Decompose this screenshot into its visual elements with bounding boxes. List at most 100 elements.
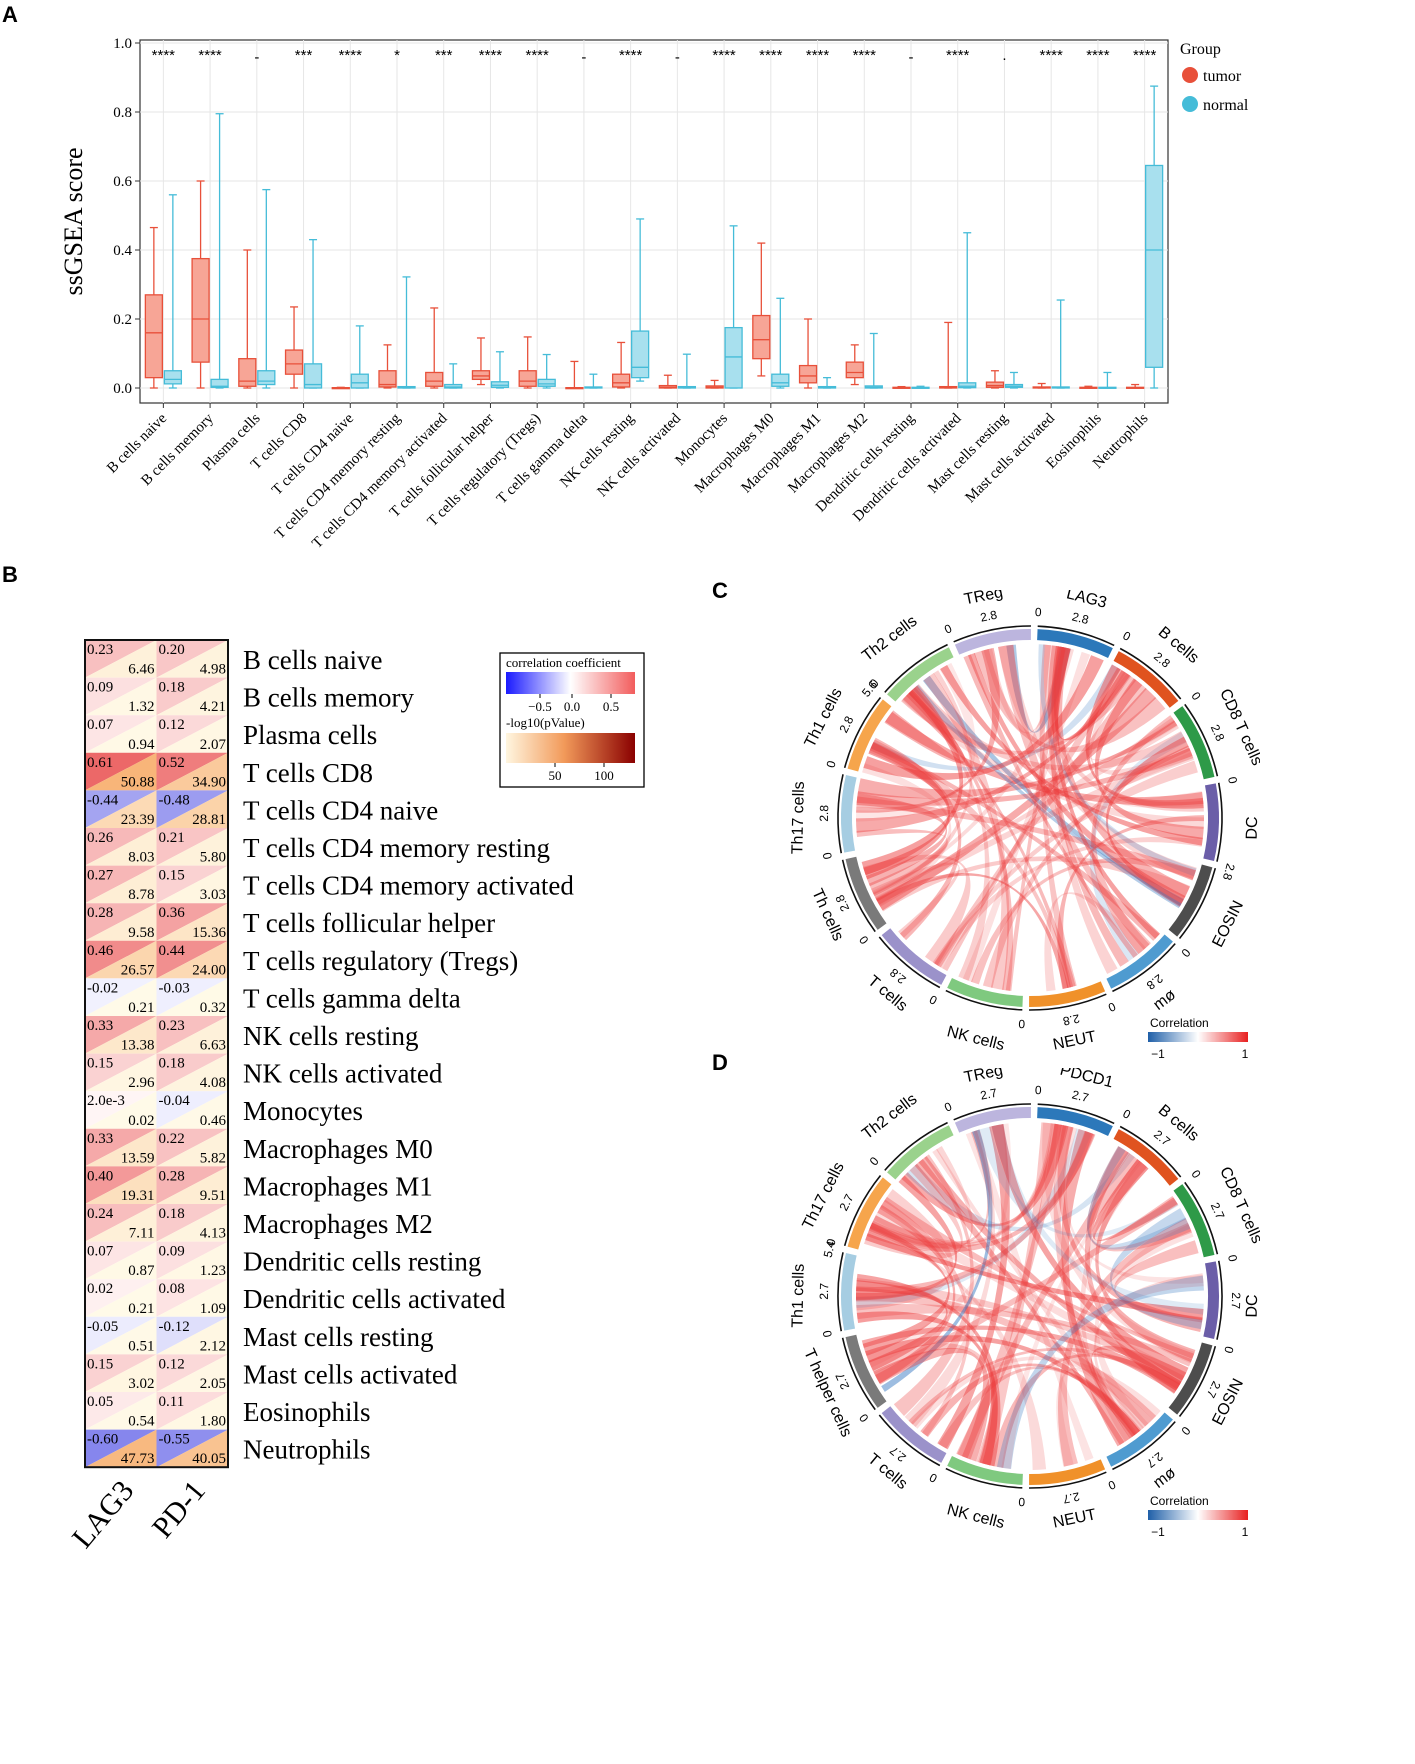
chord-link-positive — [1044, 892, 1146, 992]
chord-link-positive — [856, 1311, 998, 1466]
chord-segment — [1037, 1107, 1113, 1137]
significance-label: **** — [806, 47, 830, 64]
chord-link-positive — [1095, 1160, 1196, 1363]
heatmap-pvalue: 26.57 — [121, 962, 155, 978]
chord-link-positive — [910, 1356, 1161, 1429]
chord-axis — [837, 1252, 844, 1332]
chord-link-positive — [869, 737, 962, 941]
chord-tick-label: 0 — [1225, 776, 1240, 785]
heatmap-pvalue: 0.51 — [128, 1338, 154, 1354]
heatmap-cell-pvalue — [156, 1091, 228, 1129]
chord-link-positive — [875, 747, 1194, 907]
box-normal — [444, 383, 463, 389]
heatmap-pvalue: 3.03 — [200, 887, 226, 903]
chord-tick-label: 2.7 — [832, 1370, 852, 1391]
chord-link-positive — [997, 644, 1151, 950]
box-tumor — [471, 370, 491, 381]
chord-link-positive — [856, 796, 1197, 881]
chord-axis — [1216, 1260, 1223, 1340]
chord-legend-bar — [1148, 1032, 1248, 1042]
heatmap-cell-pvalue — [85, 1128, 157, 1167]
chord-link-positive — [1091, 1345, 1187, 1439]
box-normal — [630, 330, 650, 379]
heatmap-corr-value: 0.23 — [159, 1018, 185, 1034]
significance-label: **** — [853, 47, 877, 64]
chord-segment — [1173, 1184, 1215, 1258]
plot-frame — [139, 39, 1169, 404]
heatmap-corr-value: 0.40 — [87, 1168, 113, 1184]
chord-tick-label: 0 — [820, 1329, 835, 1338]
heatmap-cell-corr — [156, 1316, 228, 1355]
chord-link-positive — [1114, 1240, 1203, 1323]
chord-tick-label: 2.7 — [1061, 1489, 1080, 1506]
heatmap-corr-value: 0.09 — [87, 680, 113, 696]
chord-segment — [1168, 1342, 1213, 1415]
chord-axis — [1112, 1421, 1176, 1471]
chord-segment-label: DC — [1244, 816, 1260, 839]
heatmap-row-label: Macrophages M1 — [243, 1171, 433, 1201]
chord-link-positive — [861, 1325, 1181, 1394]
heatmap-cell-corr — [156, 1429, 228, 1468]
chord-link-positive — [1042, 1122, 1195, 1364]
heatmap-cell-pvalue — [156, 1279, 228, 1317]
chord-link-positive — [1087, 1145, 1192, 1252]
box-normal — [257, 370, 276, 386]
chord-tick-label: 2.7 — [1203, 1379, 1223, 1401]
significance-label: - — [581, 49, 586, 66]
chord-tick-label: 0 — [824, 1237, 839, 1247]
chord-axis — [945, 1467, 1023, 1489]
chord-link-positive — [865, 1123, 1012, 1368]
heatmap-row-label: T cells regulatory (Tregs) — [243, 946, 518, 976]
heatmap-corr-value: 0.61 — [87, 755, 113, 771]
chord-legend-min: −1 — [1151, 1525, 1165, 1539]
heatmap-corr-value: 0.05 — [87, 1394, 113, 1410]
chord-link-positive — [965, 1130, 1094, 1462]
chord-link-positive — [1056, 1367, 1153, 1467]
chord-segment — [1168, 864, 1213, 937]
heatmap-corr-value: 0.07 — [87, 717, 114, 733]
chord-link-positive — [862, 854, 971, 966]
heatmap-corr-value: 0.12 — [159, 717, 185, 733]
chord-link-positive — [868, 1123, 1063, 1249]
heatmap-corr-value: 0.33 — [87, 1018, 113, 1034]
chord-legend-max: 1 — [1242, 1525, 1249, 1539]
chord-link-positive — [869, 1130, 991, 1248]
chord-segment — [954, 629, 1031, 655]
chord-legend-title: Correlation — [1150, 1016, 1209, 1030]
heatmap-corr-value: 0.18 — [159, 1206, 185, 1222]
heatmap-corr-value: 0.46 — [87, 943, 114, 959]
chord-link-positive — [1080, 1158, 1149, 1442]
heatmap-pvalue: 6.63 — [200, 1038, 226, 1054]
chord-segment — [1106, 1412, 1173, 1467]
heatmap-cell-corr — [156, 1166, 228, 1204]
chord-segment-label: Th1 cells — [802, 686, 846, 751]
legend-corr-tick-label: 0.5 — [603, 699, 619, 714]
chord-tick-label: 0 — [1035, 1083, 1043, 1097]
chord-link-positive — [901, 676, 1137, 755]
chord-segment — [1113, 1129, 1179, 1186]
box-tumor — [238, 358, 257, 387]
chord-link-positive — [1051, 645, 1161, 939]
heatmap-row-label: Mast cells activated — [243, 1359, 458, 1389]
heatmap-pvalue: 6.46 — [128, 662, 155, 678]
heatmap-row-label: T cells CD4 memory resting — [243, 833, 550, 863]
chord-link-negative — [996, 1275, 1204, 1469]
chord-segment-label: LAG3 — [1065, 590, 1109, 612]
chord-link-positive — [963, 654, 1138, 958]
x-tick-label: NK cells activated — [595, 410, 685, 500]
heatmap-pvalue: 0.87 — [128, 1263, 155, 1279]
chord-link-positive — [875, 1204, 956, 1384]
legend-swatch-normal — [1182, 96, 1198, 112]
heatmap-cell-pvalue — [85, 865, 157, 904]
chord-link-positive — [918, 1156, 1182, 1391]
heatmap-corr-value: 0.15 — [87, 1056, 113, 1072]
significance-label: **** — [198, 47, 222, 64]
chord-segment — [1203, 1261, 1219, 1339]
chord-link-positive — [856, 748, 1193, 806]
heatmap-corr-value: 0.23 — [87, 642, 113, 658]
heatmap-corr-value: 0.18 — [159, 1056, 185, 1072]
chord-link-positive — [1053, 646, 1190, 901]
legend-corr-tick-label: 0.0 — [564, 699, 580, 714]
heatmap-pvalue: 2.96 — [128, 1075, 155, 1091]
